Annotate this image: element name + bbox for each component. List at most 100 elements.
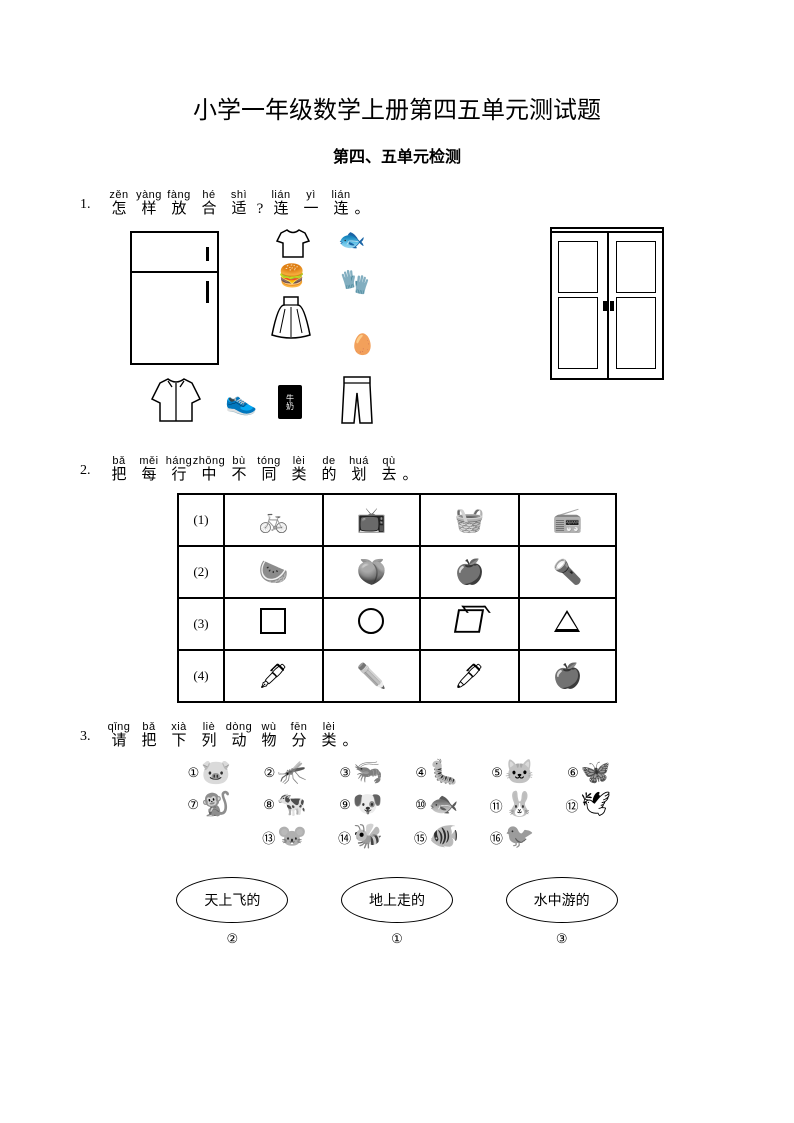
- q1-number: 1.: [80, 187, 104, 213]
- table-cell: [323, 598, 420, 650]
- animal-item: ⑯🐦: [487, 825, 535, 849]
- burger-icon: 🍔: [278, 265, 305, 287]
- q3-text: qǐng请bǎ把xià下liè列dòng动wù物fēn分lèi类。: [104, 719, 356, 751]
- animal-item: ②🦟: [259, 761, 307, 785]
- q3-row-2: ⑦🐒⑧🐄⑨🐶⑩🐟⑪🐰⑫🕊: [140, 793, 654, 817]
- q2-table: (1)🚲📺🧺📻(2)🍉🍑🍎🔦(3)(4)🖋✏️🖊🍎: [177, 493, 617, 703]
- char-col: 。: [356, 187, 368, 219]
- animal-item: ⑤🐱: [487, 761, 535, 785]
- char-col: ?: [254, 187, 266, 219]
- jacket-icon: [150, 377, 202, 423]
- animal-item: ⑪🐰: [487, 793, 535, 817]
- char-col: bǎ把: [134, 719, 164, 751]
- animal-item: ⑫🕊: [562, 793, 610, 817]
- wardrobe-icon: [550, 231, 664, 380]
- char-col: lèi类: [284, 453, 314, 485]
- table-cell: [519, 598, 616, 650]
- char-col: lèi类: [314, 719, 344, 751]
- category-oval: 地上走的①: [341, 877, 453, 947]
- pants-icon: [338, 375, 376, 425]
- animal-item: ⑧🐄: [259, 793, 307, 817]
- refrigerator-icon: [130, 231, 219, 365]
- row-label: (3): [178, 598, 224, 650]
- q3-number: 3.: [80, 719, 104, 745]
- animal-item: ⑦🐒: [183, 793, 231, 817]
- table-cell: 📺: [323, 494, 420, 546]
- question-2: 2. bǎ把měi每háng行zhōng中bù不tóng同lèi类de的huá划…: [80, 453, 714, 703]
- q1-header: 1. zěn怎yàng样fàng放hé合shì适?lián连yì一lián连。: [80, 187, 714, 219]
- table-cell: 🧺: [420, 494, 519, 546]
- char-col: qù去: [374, 453, 404, 485]
- char-col: 。: [404, 453, 416, 485]
- char-col: qǐng请: [104, 719, 134, 751]
- category-oval: 水中游的③: [506, 877, 618, 947]
- q2-number: 2.: [80, 453, 104, 479]
- char-col: lián连: [266, 187, 296, 219]
- q2-text: bǎ把měi每háng行zhōng中bù不tóng同lèi类de的huá划qù去…: [104, 453, 416, 485]
- char-col: bù不: [224, 453, 254, 485]
- animal-item: ⑮🐠: [411, 825, 459, 849]
- animal-item: ⑬🐭: [259, 825, 307, 849]
- animal-item: ⑭🐝: [335, 825, 383, 849]
- question-3: 3. qǐng请bǎ把xià下liè列dòng动wù物fēn分lèi类。 ①🐷 ②…: [80, 719, 714, 947]
- q3-row-1: ①🐷 ②🦟 ③🦐 ④🐛 ⑤🐱 ⑥🦋: [140, 761, 654, 785]
- char-col: zěn怎: [104, 187, 134, 219]
- milk-icon: 牛奶: [278, 385, 302, 419]
- char-col: lián连: [326, 187, 356, 219]
- char-col: huá划: [344, 453, 374, 485]
- char-col: xià下: [164, 719, 194, 751]
- question-1: 1. zěn怎yàng样fàng放hé合shì适?lián连yì一lián连。 …: [80, 187, 714, 437]
- table-cell: 📻: [519, 494, 616, 546]
- q2-table-area: (1)🚲📺🧺📻(2)🍉🍑🍎🔦(3)(4)🖋✏️🖊🍎: [177, 493, 617, 703]
- table-cell: 🍎: [519, 650, 616, 702]
- table-cell: 🍑: [323, 546, 420, 598]
- char-col: liè列: [194, 719, 224, 751]
- animal-item: ①🐷: [183, 761, 231, 785]
- table-cell: 🚲: [224, 494, 323, 546]
- row-label: (2): [178, 546, 224, 598]
- table-cell: [224, 598, 323, 650]
- table-cell: 🍎: [420, 546, 519, 598]
- table-cell: 🔦: [519, 546, 616, 598]
- animal-item: ⑥🦋: [563, 761, 611, 785]
- worksheet-page: 小学一年级数学上册第四五单元测试题 第四、五单元检测 1. zěn怎yàng样f…: [0, 0, 794, 1003]
- char-col: fēn分: [284, 719, 314, 751]
- animal-item: ④🐛: [411, 761, 459, 785]
- row-label: (1): [178, 494, 224, 546]
- char-col: bǎ把: [104, 453, 134, 485]
- row-label: (4): [178, 650, 224, 702]
- table-cell: 🖋: [224, 650, 323, 702]
- eggs-icon: 🥚: [350, 335, 375, 355]
- skirt-icon: [270, 295, 312, 339]
- table-cell: ✏️: [323, 650, 420, 702]
- mittens-icon: 🧤: [340, 271, 370, 295]
- char-col: fàng放: [164, 187, 194, 219]
- tshirt-icon: [275, 229, 311, 259]
- q3-row-3: ⑬🐭 ⑭🐝 ⑮🐠 ⑯🐦: [140, 825, 654, 849]
- char-col: měi每: [134, 453, 164, 485]
- q3-ovals: 天上飞的② 地上走的① 水中游的③: [150, 877, 644, 947]
- q1-text: zěn怎yàng样fàng放hé合shì适?lián连yì一lián连。: [104, 187, 368, 219]
- table-cell: 🍉: [224, 546, 323, 598]
- char-col: dòng动: [224, 719, 254, 751]
- char-col: yàng样: [134, 187, 164, 219]
- page-subtitle: 第四、五单元检测: [80, 143, 714, 167]
- char-col: yì一: [296, 187, 326, 219]
- category-oval: 天上飞的②: [176, 877, 288, 947]
- fish-icon: 🐟: [338, 229, 365, 251]
- q1-picture-area: 🐟 🍔 🧤 🥚 👟 牛奶: [120, 227, 674, 437]
- char-col: 。: [344, 719, 356, 751]
- q3-area: ①🐷②🦟③🦐④🐛⑤🐱⑥🦋 ⑦🐒⑧🐄⑨🐶⑩🐟⑪🐰⑫🕊 ⑬🐭⑭🐝⑮🐠⑯🐦 天上飞的②…: [140, 761, 654, 947]
- shoes-icon: 👟: [225, 389, 257, 415]
- char-col: hé合: [194, 187, 224, 219]
- char-col: de的: [314, 453, 344, 485]
- table-cell: 🖊: [420, 650, 519, 702]
- animal-item: ⑩🐟: [411, 793, 459, 817]
- animal-item: ③🦐: [335, 761, 383, 785]
- char-col: zhōng中: [194, 453, 224, 485]
- char-col: wù物: [254, 719, 284, 751]
- q2-header: 2. bǎ把měi每háng行zhōng中bù不tóng同lèi类de的huá划…: [80, 453, 714, 485]
- q3-header: 3. qǐng请bǎ把xià下liè列dòng动wù物fēn分lèi类。: [80, 719, 714, 751]
- table-cell: [420, 598, 519, 650]
- char-col: háng行: [164, 453, 194, 485]
